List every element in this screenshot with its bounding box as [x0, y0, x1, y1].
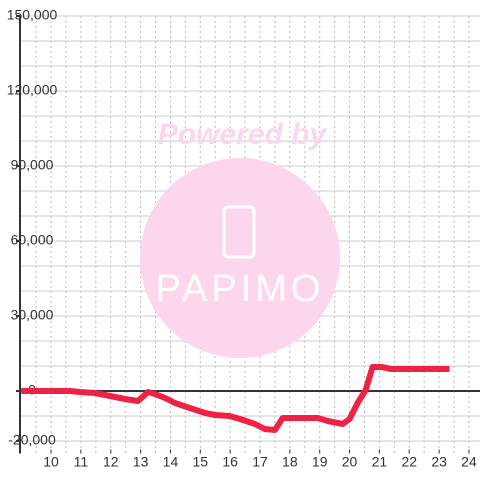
- x-tick-label: 22: [401, 454, 417, 470]
- y-tick-label: 120,000: [7, 82, 58, 98]
- x-tick-label: 24: [461, 454, 477, 470]
- data-line: [21, 364, 450, 433]
- y-tick-label: 90,000: [11, 157, 54, 173]
- y-tick-label: -20,000: [8, 432, 56, 448]
- x-tick-label: 14: [163, 454, 179, 470]
- x-tick-label: 20: [342, 454, 358, 470]
- x-tick-label: 21: [372, 454, 388, 470]
- x-tick-label: 16: [222, 454, 238, 470]
- x-tick-label: 12: [103, 454, 119, 470]
- x-tick-label: 18: [282, 454, 298, 470]
- x-tick-label: 17: [252, 454, 268, 470]
- x-tick-label: 11: [74, 454, 89, 470]
- x-tick-label: 19: [312, 454, 328, 470]
- x-tick-label: 23: [431, 454, 447, 470]
- watermark-text: Powered by: [158, 118, 328, 151]
- x-tick-label: 10: [43, 454, 59, 470]
- y-tick-label: 150,000: [7, 7, 58, 23]
- watermark: Powered by PAPIMO: [140, 118, 340, 358]
- watermark-logo: PAPIMO: [156, 268, 325, 310]
- y-tick-label: 60,000: [11, 232, 54, 248]
- x-tick-label: 13: [133, 454, 149, 470]
- watermark-icon: [222, 205, 256, 259]
- y-tick-label: 30,000: [11, 307, 54, 323]
- x-tick-label: 15: [193, 454, 209, 470]
